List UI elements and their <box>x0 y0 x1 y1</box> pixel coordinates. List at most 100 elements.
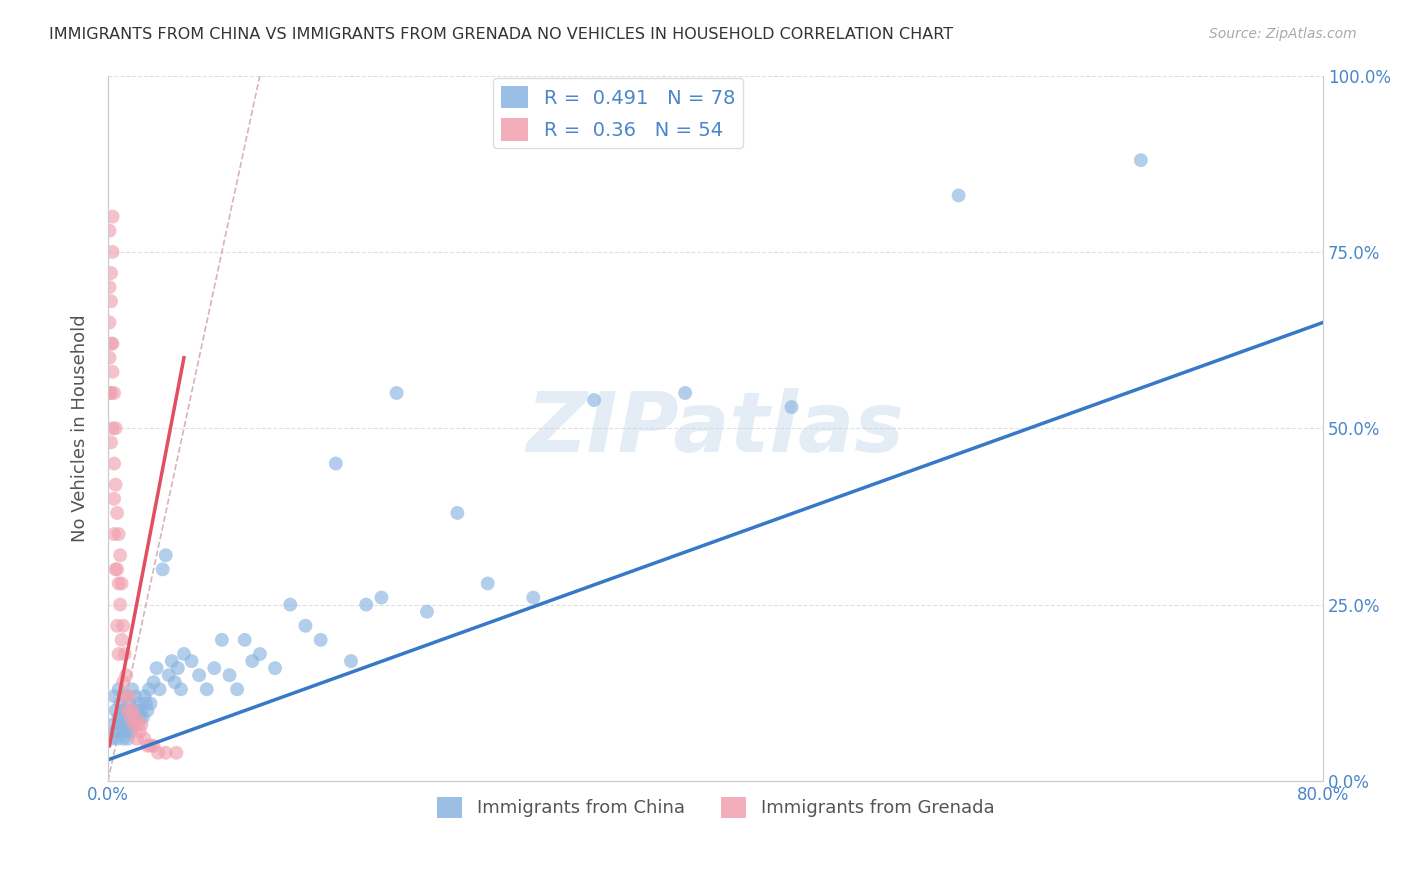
Point <box>127 697 149 711</box>
Point <box>522 591 544 605</box>
Point <box>101 336 124 351</box>
Point <box>127 717 149 731</box>
Point <box>104 421 127 435</box>
Point <box>114 690 136 704</box>
Point <box>120 724 142 739</box>
Text: IMMIGRANTS FROM CHINA VS IMMIGRANTS FROM GRENADA NO VEHICLES IN HOUSEHOLD CORREL: IMMIGRANTS FROM CHINA VS IMMIGRANTS FROM… <box>49 27 953 42</box>
Point <box>134 731 156 746</box>
Point <box>340 654 363 668</box>
Point <box>118 697 141 711</box>
Point <box>98 386 121 401</box>
Point <box>118 717 141 731</box>
Point <box>125 703 148 717</box>
Point <box>103 457 125 471</box>
Point <box>121 682 143 697</box>
Point <box>152 562 174 576</box>
Point <box>146 746 169 760</box>
Point <box>134 690 156 704</box>
Point <box>173 647 195 661</box>
Point <box>98 315 121 329</box>
Point <box>142 675 165 690</box>
Point <box>124 710 146 724</box>
Point <box>132 710 155 724</box>
Point <box>103 690 125 704</box>
Point <box>108 598 131 612</box>
Point <box>180 654 202 668</box>
Point <box>100 386 122 401</box>
Point <box>195 682 218 697</box>
Point <box>105 506 128 520</box>
Point <box>107 710 129 724</box>
Point <box>124 710 146 724</box>
Point <box>673 386 696 401</box>
Point <box>107 682 129 697</box>
Point <box>354 598 377 612</box>
Point <box>111 576 134 591</box>
Point <box>101 210 124 224</box>
Point <box>105 562 128 576</box>
Point <box>104 562 127 576</box>
Point <box>138 682 160 697</box>
Point <box>145 661 167 675</box>
Point <box>112 710 135 724</box>
Point <box>125 731 148 746</box>
Point <box>135 697 157 711</box>
Point <box>101 365 124 379</box>
Point <box>114 690 136 704</box>
Point <box>115 724 138 739</box>
Text: Source: ZipAtlas.com: Source: ZipAtlas.com <box>1209 27 1357 41</box>
Point <box>157 668 180 682</box>
Point <box>100 435 122 450</box>
Point <box>112 675 135 690</box>
Point <box>155 746 177 760</box>
Point <box>416 605 439 619</box>
Point <box>108 717 131 731</box>
Point <box>121 703 143 717</box>
Point <box>226 682 249 697</box>
Point <box>101 244 124 259</box>
Point <box>120 710 142 724</box>
Point <box>309 632 332 647</box>
Point <box>100 266 122 280</box>
Point <box>128 724 150 739</box>
Point <box>136 739 159 753</box>
Point <box>111 632 134 647</box>
Point <box>446 506 468 520</box>
Point <box>278 598 301 612</box>
Point <box>163 675 186 690</box>
Point <box>165 746 187 760</box>
Point <box>122 717 145 731</box>
Point <box>149 682 172 697</box>
Point <box>112 731 135 746</box>
Point <box>104 703 127 717</box>
Point <box>142 739 165 753</box>
Point <box>120 710 142 724</box>
Point <box>167 661 190 675</box>
Point <box>240 654 263 668</box>
Point <box>477 576 499 591</box>
Point <box>107 576 129 591</box>
Point <box>107 527 129 541</box>
Point <box>170 682 193 697</box>
Point <box>103 386 125 401</box>
Point <box>115 668 138 682</box>
Point <box>385 386 408 401</box>
Point <box>103 491 125 506</box>
Point <box>139 739 162 753</box>
Point <box>107 647 129 661</box>
Point <box>780 400 803 414</box>
Point <box>117 703 139 717</box>
Point <box>115 703 138 717</box>
Point <box>121 703 143 717</box>
Point <box>160 654 183 668</box>
Point <box>105 731 128 746</box>
Point <box>218 668 240 682</box>
Point <box>325 457 347 471</box>
Point <box>104 477 127 491</box>
Point <box>128 710 150 724</box>
Point <box>114 717 136 731</box>
Point <box>117 710 139 724</box>
Point <box>98 351 121 365</box>
Point <box>101 421 124 435</box>
Point <box>264 661 287 675</box>
